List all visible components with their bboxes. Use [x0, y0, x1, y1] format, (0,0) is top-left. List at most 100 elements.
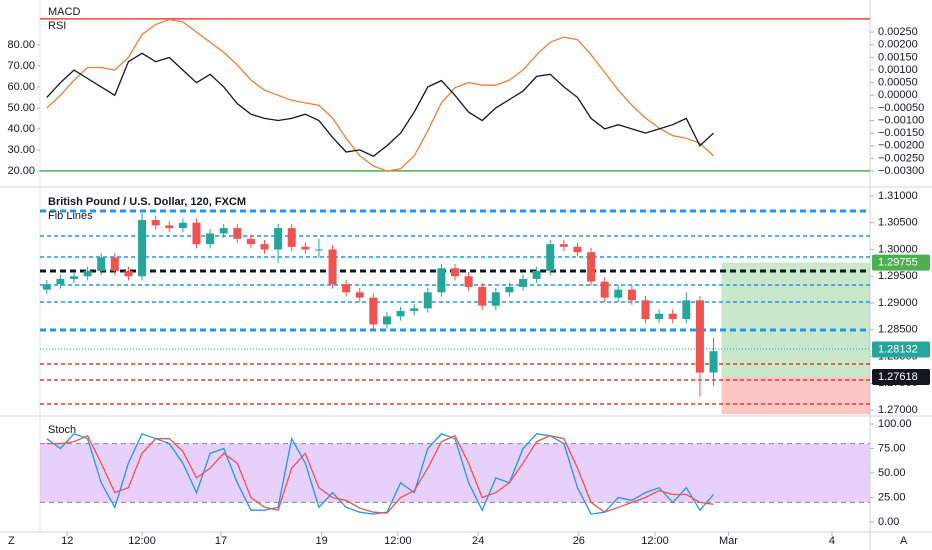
y-tick-label: −0.00050: [878, 102, 924, 114]
y-tick-label: 75.00: [878, 442, 906, 454]
pane-title: British Pound / U.S. Dollar, 120, FXCM: [48, 196, 246, 208]
candle-body: [138, 220, 147, 277]
annotation: Fib Lines: [48, 210, 93, 222]
candle-body: [124, 270, 133, 277]
y-tick-label: 70.00: [7, 60, 35, 72]
candle-body: [641, 300, 650, 320]
position-target: [721, 262, 870, 377]
y-tick-label: 1.27000: [878, 404, 918, 416]
series-line: [46, 18, 714, 172]
candle-body: [314, 249, 323, 251]
candle-body: [668, 313, 677, 320]
candle-body: [451, 268, 459, 277]
candle-body: [546, 244, 555, 271]
candle-body: [410, 308, 419, 312]
candle-body: [614, 289, 623, 298]
candle-body: [709, 351, 718, 373]
y-tick-label: 50.00: [7, 102, 35, 114]
y-tick-label: 40.00: [7, 123, 35, 135]
candle-body: [56, 278, 65, 285]
y-tick-label: −0.00100: [878, 114, 924, 126]
x-tick-label: 4: [829, 535, 835, 547]
price-badge: [872, 254, 930, 271]
toolbar-button[interactable]: Z: [8, 535, 15, 547]
candle-body: [682, 300, 691, 320]
candle-body: [342, 284, 351, 293]
candle-body: [301, 246, 310, 250]
x-tick-label: 19: [316, 535, 328, 547]
candle-body: [600, 281, 609, 298]
series-line: [46, 52, 714, 157]
y-tick-label: −0.00300: [878, 165, 924, 177]
candle-body: [151, 220, 160, 226]
y-tick-label: −0.00200: [878, 140, 924, 152]
candle-body: [328, 249, 337, 285]
candle-body: [396, 311, 405, 317]
x-tick-label: 24: [472, 535, 484, 547]
y-tick-label: 0.00100: [878, 64, 918, 76]
y-tick-label: 0.00200: [878, 39, 918, 51]
y-tick-label: 1.30000: [878, 243, 918, 255]
candle-body: [355, 292, 364, 298]
x-tick-label: 12:00: [641, 535, 669, 547]
y-tick-label: 25.00: [878, 491, 906, 503]
y-tick-label: 0.00000: [878, 89, 918, 101]
candle-body: [42, 284, 51, 290]
candle-body: [382, 316, 391, 325]
candle-body: [573, 246, 582, 253]
y-tick-label: −0.00250: [878, 152, 924, 164]
legend-label: MACD: [48, 6, 80, 18]
candle-body: [695, 300, 704, 373]
candle-body: [219, 228, 228, 234]
candle-body: [274, 228, 283, 250]
candle-body: [478, 286, 487, 306]
y-tick-label: 0.00: [878, 516, 899, 528]
y-tick-label: 1.29500: [878, 270, 918, 282]
candle-body: [532, 270, 541, 279]
x-tick-label: 17: [215, 535, 227, 547]
candle-body: [559, 244, 568, 247]
y-tick-label: 20.00: [7, 165, 35, 177]
candle-body: [655, 313, 664, 320]
candle-body: [178, 222, 187, 229]
y-tick-label: 0.00150: [878, 51, 918, 63]
candle-body: [192, 222, 201, 245]
candle-body: [70, 276, 79, 279]
candle-body: [505, 286, 514, 293]
price-badge: [872, 368, 930, 385]
pane-title: Stoch: [48, 424, 76, 436]
y-tick-label: 1.29000: [878, 297, 918, 309]
y-tick-label: 100.00: [878, 418, 912, 430]
candle-body: [233, 228, 242, 239]
candle-body: [260, 244, 269, 250]
candle-body: [369, 297, 378, 325]
x-tick-label: 12:00: [128, 535, 156, 547]
candle-body: [437, 268, 446, 293]
y-tick-label: 80.00: [7, 39, 35, 51]
y-tick-label: 50.00: [878, 467, 906, 479]
candle-body: [464, 276, 473, 287]
toolbar-button[interactable]: A: [900, 535, 908, 547]
candle-body: [97, 257, 106, 271]
band: [40, 443, 870, 503]
price-badge: [872, 341, 930, 358]
candle-body: [423, 292, 432, 309]
candle-body: [83, 270, 92, 277]
y-tick-label: −0.00150: [878, 127, 924, 139]
price-badge-label: 1.27618: [878, 371, 918, 383]
x-tick-label: Mar: [719, 535, 738, 547]
candle-body: [627, 289, 636, 301]
price-badge-label: 1.28132: [878, 343, 918, 355]
price-badge-label: 1.29755: [878, 257, 918, 269]
y-tick-label: 30.00: [7, 144, 35, 156]
x-tick-label: 12: [61, 535, 73, 547]
candle-body: [246, 238, 255, 245]
candle-body: [587, 252, 596, 282]
y-tick-label: 0.00250: [878, 26, 918, 38]
y-tick-label: 1.30500: [878, 217, 918, 229]
x-tick-label: 26: [573, 535, 585, 547]
legend-label: RSI: [48, 20, 66, 32]
y-tick-label: 1.28500: [878, 324, 918, 336]
y-tick-label: 60.00: [7, 81, 35, 93]
